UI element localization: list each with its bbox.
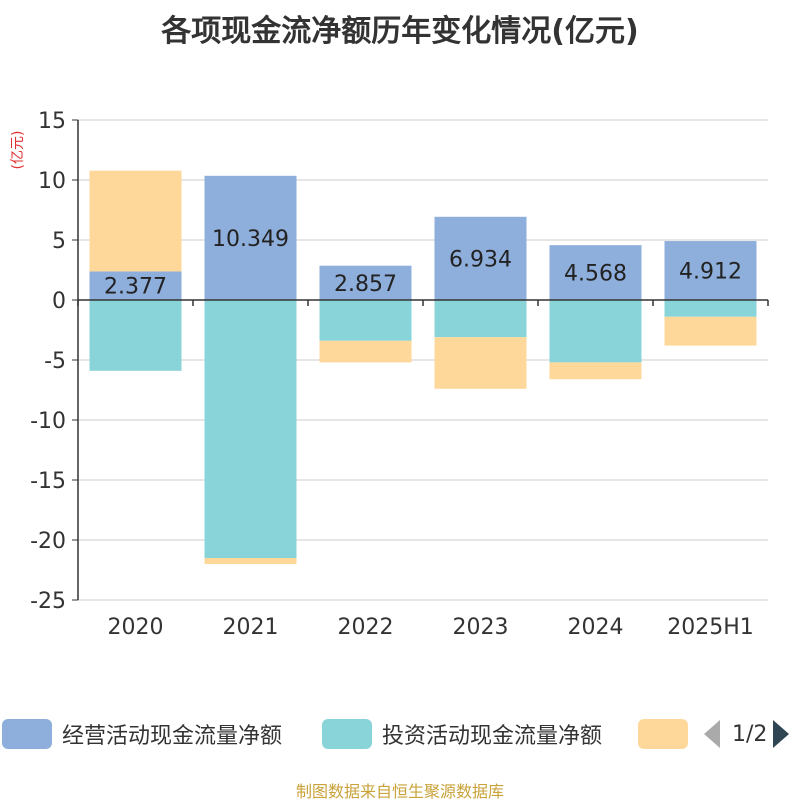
bar-investing-2021 bbox=[204, 300, 297, 558]
bar-operating-2021 bbox=[204, 175, 297, 300]
bar-financing-2020 bbox=[89, 170, 182, 272]
data-label-operating-2022: 2.857 bbox=[334, 272, 397, 297]
x-tick-label-2025H1: 2025H1 bbox=[667, 615, 754, 640]
y-tick-label: 0 bbox=[52, 289, 66, 314]
data-label-operating-2021: 10.349 bbox=[212, 227, 289, 252]
data-label-operating-2025H1: 4.912 bbox=[679, 260, 742, 285]
bar-operating-2020 bbox=[89, 271, 182, 300]
legend-swatch-financing bbox=[638, 719, 688, 749]
y-tick-label: -25 bbox=[30, 589, 66, 614]
legend-page-indicator: 1/2 bbox=[732, 721, 768, 747]
legend-item-operating[interactable]: 经营活动现金流量净额 bbox=[2, 716, 282, 752]
bar-financing-2025H1 bbox=[664, 316, 757, 346]
data-labels: 2.377 10.349 2.857 6.934 4.568 4.912 bbox=[104, 227, 742, 300]
legend-pager: 1/2 bbox=[700, 716, 800, 752]
next-page-arrow-icon[interactable] bbox=[773, 720, 790, 748]
bar-investing-2023 bbox=[434, 300, 527, 338]
legend-item-financing[interactable] bbox=[638, 716, 698, 752]
y-tick-label: -20 bbox=[30, 529, 66, 554]
axes: 15 10 5 0 -5 -10 -15 -20 -25 2020 2021 2022 2023 2024… bbox=[30, 109, 769, 640]
x-tick-label-2023: 2023 bbox=[453, 615, 509, 640]
bar-investing-2024 bbox=[549, 300, 642, 363]
legend: 经营活动现金流量净额 投资活动现金流量净额 bbox=[0, 716, 800, 756]
previous-page-arrow-icon[interactable] bbox=[704, 720, 720, 748]
bar-operating-2022 bbox=[319, 265, 412, 300]
data-label-operating-2023: 6.934 bbox=[449, 247, 512, 272]
y-tick-label: 5 bbox=[52, 229, 66, 254]
bar-operating-2023 bbox=[434, 216, 527, 300]
bar-investing-2020 bbox=[89, 300, 182, 371]
bar-investing-2022 bbox=[319, 300, 412, 341]
legend-label-operating: 经营活动现金流量净额 bbox=[62, 724, 283, 749]
x-tick-label-2022: 2022 bbox=[338, 615, 394, 640]
legend-label-investing: 投资活动现金流量净额 bbox=[382, 724, 603, 749]
x-tick-label-2021: 2021 bbox=[223, 615, 279, 640]
y-tick-label: 10 bbox=[38, 169, 66, 194]
legend-item-investing[interactable]: 投资活动现金流量净额 bbox=[322, 716, 602, 752]
bar-financing-2024 bbox=[549, 362, 642, 380]
y-tick-label: -10 bbox=[30, 409, 66, 434]
y-tick-label: -5 bbox=[44, 349, 66, 374]
chart-title: 各项现金流净额历年变化情况(亿元) bbox=[161, 14, 639, 49]
data-label-operating-2020: 2.377 bbox=[104, 275, 167, 300]
legend-swatch-operating bbox=[2, 719, 52, 749]
bar-financing-2022 bbox=[319, 340, 412, 363]
legend-swatch-investing bbox=[322, 719, 372, 749]
data-label-operating-2024: 4.568 bbox=[564, 262, 627, 287]
y-tick-label: -15 bbox=[30, 469, 66, 494]
bar-operating-2024 bbox=[549, 245, 642, 300]
bar-investing-2025H1 bbox=[664, 300, 757, 317]
bars bbox=[89, 170, 757, 564]
x-tick-label-2020: 2020 bbox=[108, 615, 164, 640]
x-tick-label-2024: 2024 bbox=[568, 615, 624, 640]
data-source-footer: 制图数据来自恒生聚源数据库 bbox=[295, 782, 504, 801]
bar-financing-2021 bbox=[204, 558, 297, 564]
bar-operating-2025H1 bbox=[664, 241, 757, 300]
bar-financing-2023 bbox=[434, 337, 527, 389]
y-tick-label: 15 bbox=[38, 109, 66, 134]
